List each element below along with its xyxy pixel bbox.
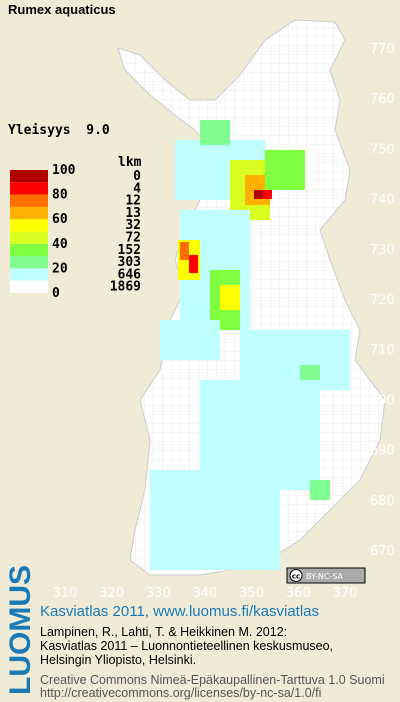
y-tick-label: 680: [370, 494, 395, 509]
scale-label: 80: [52, 188, 68, 203]
frequency: Yleisyys 9.0: [8, 123, 110, 138]
license-line: http://creativecommons.org/licenses/by-n…: [40, 686, 321, 700]
citation-line: Helsingin Yliopisto, Helsinki.: [40, 653, 196, 667]
count-label: 12: [125, 194, 141, 209]
y-tick-label: 670: [370, 544, 395, 559]
count-label: 4: [133, 181, 141, 196]
scale-label: 20: [52, 261, 68, 276]
count-label: 303: [118, 255, 141, 270]
citation-line: Kasviatlas 2011 – Luonnontieteellinen ke…: [40, 639, 333, 653]
legend-swatch: [10, 206, 48, 220]
logo: LUOMUS: [4, 565, 37, 695]
count-label: 646: [118, 267, 142, 282]
x-tick-label: 320: [99, 586, 124, 601]
count-header: lkm: [118, 155, 142, 170]
y-tick-label: 690: [370, 444, 395, 459]
count-label: 1869: [110, 280, 141, 295]
y-tick-label: 700: [370, 393, 395, 408]
occurrence-cells: [150, 120, 350, 570]
x-tick-label: 360: [286, 586, 311, 601]
count-label: 152: [118, 243, 141, 258]
y-tick-label: 770: [370, 42, 395, 57]
x-tick-label: 340: [193, 586, 218, 601]
map: [117, 19, 386, 576]
legend-swatch: [10, 219, 48, 232]
x-tick-label: 370: [333, 586, 358, 601]
badge-text: BY-NC-SA: [306, 572, 344, 581]
x-tick-label: 310: [53, 586, 78, 601]
citation: Lampinen, R., Lahti, T. & Heikkinen M. 2…: [40, 625, 333, 667]
x-tick-label: 330: [146, 586, 171, 601]
y-tick-label: 760: [370, 92, 395, 107]
y-tick-label: 710: [370, 343, 395, 358]
atlas-link[interactable]: Kasviatlas 2011, www.luomus.fi/kasviatla…: [40, 603, 319, 620]
count-label: 13: [125, 206, 141, 221]
legend-swatch: [10, 194, 48, 207]
scale-label: 40: [52, 237, 68, 252]
license: Creative Commons Nimeä-Epäkaupallinen-Ta…: [40, 673, 385, 700]
citation-line: Lampinen, R., Lahti, T. & Heikkinen M. 2…: [40, 625, 287, 639]
legend-swatch: [10, 280, 48, 293]
count-label: 0: [133, 169, 141, 184]
y-tick-label: 730: [370, 243, 395, 258]
count-label: 72: [125, 231, 141, 246]
legend-swatch: [10, 268, 48, 281]
scale-label: 0: [52, 286, 60, 301]
legend-swatch: [10, 231, 48, 244]
legend-swatch: [10, 170, 48, 183]
x-tick-label: 350: [239, 586, 264, 601]
legend-swatch: [10, 256, 48, 269]
scale-label: 60: [52, 212, 68, 227]
species-title: Rumex aquaticus: [8, 2, 116, 17]
license-badge: cc BY-NC-SA: [286, 567, 366, 584]
y-tick-label: 720: [370, 293, 395, 308]
svg-text:cc: cc: [292, 573, 300, 581]
count-label: 32: [125, 218, 141, 233]
legend-swatch: [10, 182, 48, 195]
y-tick-label: 740: [370, 193, 395, 208]
license-line: Creative Commons Nimeä-Epäkaupallinen-Ta…: [40, 673, 385, 687]
y-tick-label: 750: [370, 142, 395, 157]
legend-swatch: [10, 243, 48, 257]
scale-label: 100: [52, 163, 76, 178]
